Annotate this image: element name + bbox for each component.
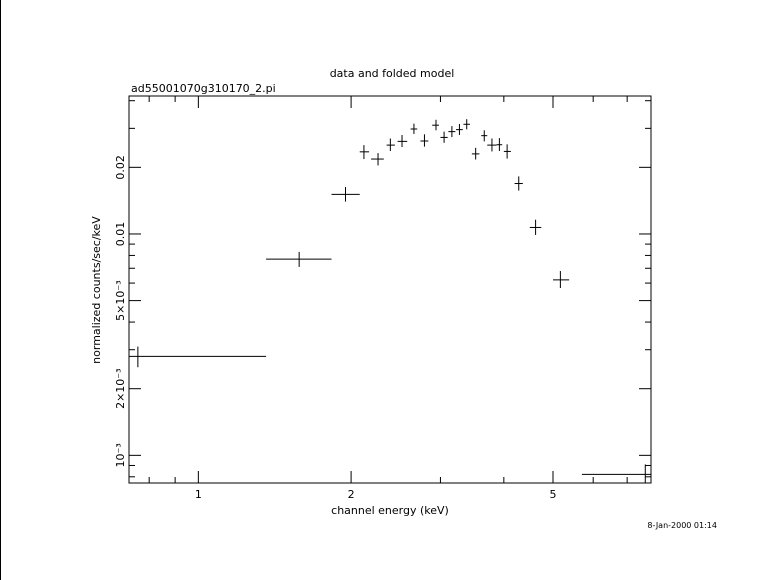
data-point (397, 134, 408, 148)
data-point (266, 251, 332, 267)
chart-subtitle: ad55001070g310170_2.pi (131, 82, 276, 95)
data-point (331, 186, 360, 202)
y-tick-label: 2×10⁻³ (114, 368, 127, 408)
data-point (503, 144, 511, 159)
data-point (581, 464, 651, 483)
data-point (420, 134, 429, 147)
data-point (359, 145, 370, 160)
y-tick-label: 0.02 (114, 155, 127, 180)
data-point (529, 219, 542, 235)
data-point (514, 176, 523, 191)
data-point (481, 130, 488, 142)
data-point (371, 153, 384, 166)
data-point (553, 271, 570, 289)
y-tick-label: 10⁻³ (114, 443, 127, 467)
data-point (471, 147, 480, 160)
x-axis-label: channel energy (keV) (331, 504, 449, 517)
data-point (432, 119, 439, 131)
plot-frame (128, 95, 652, 484)
x-tick-label: 5 (550, 488, 557, 501)
y-tick-labels: 0.02 0.01 5×10⁻³ 2×10⁻³ 10⁻³ (114, 155, 127, 467)
data-point (129, 346, 267, 368)
x-tick-labels: 1 2 5 (195, 488, 557, 501)
x-tick-label: 1 (195, 488, 202, 501)
y-axis-label: normalized counts/sec/keV (90, 216, 103, 364)
chart-title: data and folded model (330, 67, 455, 80)
data-point (410, 123, 418, 134)
data-point (496, 138, 503, 152)
data-point (487, 138, 497, 152)
x-tick-label: 2 (348, 488, 355, 501)
y-tick-label: 0.01 (114, 222, 127, 247)
data-point (386, 138, 395, 152)
axis-ticks (129, 96, 651, 483)
data-point (448, 126, 456, 138)
data-points (129, 119, 651, 483)
data-point (456, 123, 463, 135)
y-tick-label: 5×10⁻³ (114, 280, 127, 320)
data-point (463, 119, 470, 130)
data-point (440, 131, 448, 143)
timestamp: 8-Jan-2000 01:14 (647, 521, 717, 530)
